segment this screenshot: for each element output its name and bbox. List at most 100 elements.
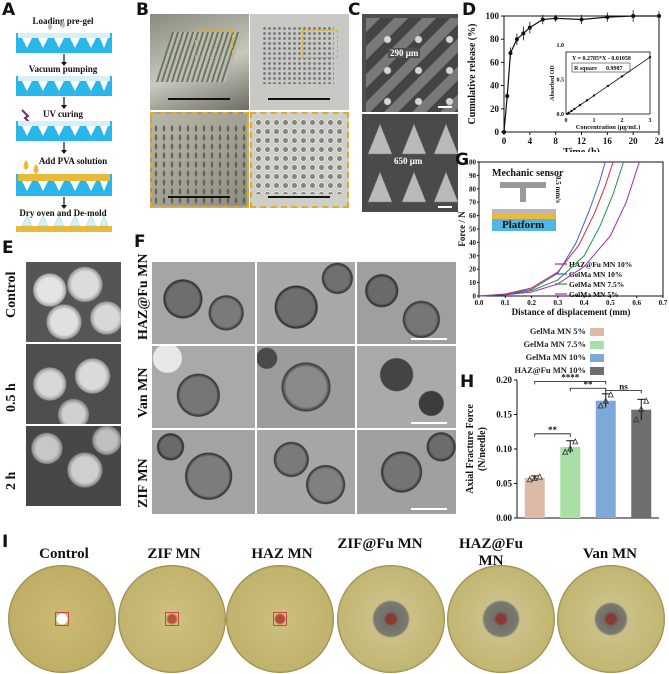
y-axis-label: Cumulative release (%): [467, 24, 478, 125]
data-point: [607, 391, 614, 398]
sem-bacteria-control: [26, 262, 121, 342]
release-line: [503, 15, 659, 133]
data-point: [643, 397, 650, 404]
y-tick-label: 0.05: [496, 479, 512, 489]
data-point: [579, 17, 584, 22]
y-tick-label: 40: [490, 81, 500, 91]
x-tick-label: 4: [528, 136, 533, 146]
sem-needle-side-view: 650 μm: [362, 114, 458, 212]
scale-annotation-650: 650 μm: [392, 156, 425, 166]
panel-label-a: A: [2, 0, 16, 20]
step-uv-curing: UV curing: [42, 109, 84, 119]
significance-bracket-0: [534, 433, 571, 437]
x-tick-label: 0.6: [632, 299, 641, 307]
data-point: [567, 444, 574, 452]
x-tick-label: 0: [502, 136, 507, 146]
data-point: [502, 130, 506, 134]
inset-r-box: [571, 62, 631, 73]
significance-label-2: **: [584, 379, 594, 389]
legend-swatch-gelma-10: [590, 354, 604, 362]
inset-x-tick-label: 2: [621, 118, 624, 124]
significance-bracket-2: [569, 387, 607, 392]
row-label-zif: ZIF MN: [136, 458, 151, 508]
data-point: [540, 17, 545, 22]
y-tick-label: 100: [466, 159, 477, 167]
sem-needle-top-view: 290 μm: [362, 14, 458, 112]
bar-1: [560, 446, 581, 518]
data-point: [505, 94, 510, 99]
panel-label-h: H: [460, 372, 475, 392]
legend-label-3: GelMa MN 5%: [569, 290, 619, 299]
y-tick-label: 0.10: [496, 444, 512, 454]
legend-label-gelma-5: GelMa MN 5%: [529, 326, 586, 336]
row-label-2h: 2 h: [4, 471, 19, 490]
data-point: [605, 15, 610, 20]
legend-label-gelma-10: GelMa MN 10%: [525, 352, 586, 362]
sem-bacteria-2h: [26, 426, 121, 506]
y-tick-label: 0.00: [496, 513, 512, 523]
data-point: [521, 31, 526, 36]
x-tick-label: 0.5: [606, 299, 615, 307]
data-point: [514, 37, 519, 42]
dish-title-van: Van MN: [582, 546, 638, 562]
x-tick-label: 16: [603, 136, 613, 146]
legend-swatch-gelma-75: [590, 341, 604, 349]
row-label-hazfu: HAZ@Fu MN: [136, 253, 151, 340]
y-tick-label: 20: [490, 104, 500, 114]
inset-fit-line: [567, 56, 651, 115]
sem-bacteria-05h: [26, 344, 121, 424]
panel-label-c: C: [348, 0, 361, 20]
inset-point: [573, 107, 576, 111]
y-tick-label: 60: [490, 57, 500, 67]
data-point: [602, 397, 609, 404]
significance-label-1: ****: [561, 374, 580, 382]
speed-label: 0.5 mm/s: [554, 176, 562, 203]
x-tick-label: 12: [577, 136, 587, 146]
x-tick-label: 0.1: [501, 299, 510, 307]
y-tick-label: 80: [469, 185, 477, 193]
inset-point: [648, 55, 652, 59]
panel-label-g: G: [455, 150, 469, 170]
x-tick-label: 8: [553, 136, 558, 146]
significance-label-0: **: [548, 425, 558, 435]
inset-y-tick-label: 0.0: [557, 112, 565, 118]
y-tick-label: 60: [469, 212, 477, 220]
x-tick-label: 20: [629, 136, 639, 146]
bar-3: [631, 409, 652, 518]
data-point: [562, 448, 569, 455]
bar-2: [595, 400, 616, 518]
x-axis-label: Distance of displacement (mm): [512, 307, 631, 317]
y-tick-label: 80: [490, 34, 500, 44]
x-tick-label: 24: [655, 136, 665, 146]
significance-label-3: ns: [619, 381, 628, 391]
step-dry-demold: Dry oven and De-mold: [19, 208, 107, 218]
tem-van-1: [152, 346, 255, 428]
agar-dish-zif: [118, 565, 226, 673]
inset-point: [620, 75, 624, 78]
y-tick-label: 90: [469, 172, 477, 180]
tem-van-2: [257, 346, 355, 428]
inset-point: [578, 103, 582, 107]
mn-patch-zoom-top: [250, 112, 349, 208]
y-tick-label: 50: [469, 226, 477, 234]
legend-label-2: GelMa MN 7.5%: [569, 280, 624, 289]
fabrication-schematic: Loading pre-gel Vacuum pumping UV c: [8, 14, 120, 236]
agar-dish-ziffu: [337, 565, 445, 673]
agar-dish-haz: [226, 565, 334, 673]
scale-annotation-290: 290 μm: [388, 48, 421, 58]
x-tick-label: 0.7: [659, 299, 668, 307]
release-chart: 04812162024020406080100Time (h)Cumulativ…: [467, 10, 665, 152]
data-point: [536, 473, 543, 480]
data-point: [633, 415, 640, 423]
inset-r-value: 0.9987: [606, 66, 623, 72]
inset-r-label: R square: [574, 66, 597, 72]
y-tick-label: 0: [473, 293, 477, 301]
platform-label: Platform: [502, 219, 545, 231]
force-curve-3: [478, 161, 640, 297]
panel-label-f: F: [134, 232, 146, 252]
legend-label-1: GelMa MN 10%: [569, 270, 622, 279]
agar-dish-van: [557, 565, 665, 673]
inset-point: [567, 111, 570, 115]
inset-equation: Y = 0.2785*X - 0.01058: [572, 56, 631, 62]
mn-patch-zoom-angled: [150, 112, 249, 208]
